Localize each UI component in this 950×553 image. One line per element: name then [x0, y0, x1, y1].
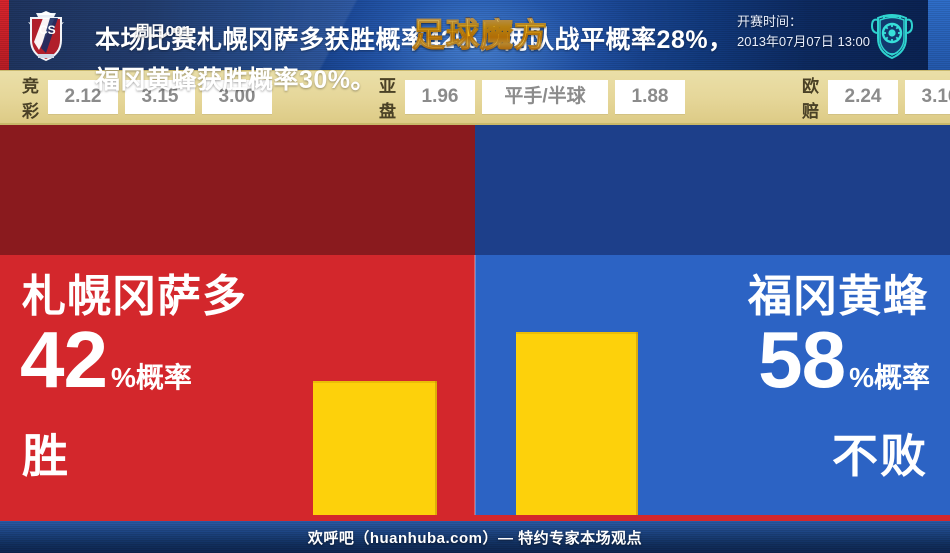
odds-group-oupei: 欧赔 2.24 3.16 2.96	[802, 72, 950, 122]
home-team-panel: 札幌冈萨多 42 %概率 胜	[0, 255, 475, 515]
odds-group-yapan: 亚盘 1.96 平手/半球 1.88	[379, 72, 692, 122]
odds-value-home[interactable]: 2.12	[48, 80, 118, 114]
footer-bar: 欢呼吧（huanhuba.com）— 特约专家本场观点	[0, 521, 950, 553]
handicap-value-away[interactable]: 1.88	[615, 80, 685, 114]
odds-group-label: 欧赔	[802, 77, 820, 121]
odds-group-jingcai: 竞彩 2.12 3.15 3.00	[22, 72, 279, 122]
kickoff-value: 2013年07月07日 13:00	[737, 34, 870, 49]
panel-divider	[474, 255, 476, 515]
footer-red-strip	[0, 515, 950, 521]
home-probability-suffix: %概率	[110, 362, 192, 393]
header-bar: CS 周日001 足球魔方 开赛时间： 2013年07月07日 13:00	[0, 0, 950, 70]
away-verdict: 不败	[832, 430, 928, 482]
footer-credit: 欢呼吧（huanhuba.com）— 特约专家本场观点	[307, 529, 643, 547]
match-number: 周日001	[135, 23, 193, 40]
handicap-line[interactable]: 平手/半球	[482, 80, 608, 114]
probability-chart: 札幌冈萨多 42 %概率 胜 福冈黄蜂 58 %概率 不败	[0, 255, 950, 515]
kickoff-label: 开赛时间：	[737, 14, 803, 29]
odds-group-label: 竞彩	[22, 77, 40, 121]
away-team-name: 福冈黄蜂	[748, 272, 928, 321]
header-right-blue-strip	[928, 0, 950, 70]
odds-value-draw[interactable]: 3.15	[125, 80, 195, 114]
away-probability-suffix: %概率	[849, 362, 930, 393]
svg-text:CS: CS	[39, 23, 56, 37]
home-verdict: 胜	[22, 430, 70, 482]
statement-band-left-half	[0, 125, 475, 255]
probability-statement-line2: 福冈黄蜂获胜概率30%。	[95, 66, 377, 94]
euro-odds-draw[interactable]: 3.16	[905, 80, 950, 114]
away-probability-number: 58	[758, 315, 846, 404]
away-probability-bar	[516, 332, 638, 515]
odds-value-away[interactable]: 3.00	[202, 80, 272, 114]
brand-logo: 足球魔方	[400, 10, 560, 58]
away-probability: 58 %概率	[758, 315, 930, 404]
avispa-fukuoka-crest-icon	[864, 8, 920, 62]
consadole-sapporo-crest-icon: CS	[18, 8, 74, 62]
home-team-name: 札幌冈萨多	[22, 272, 247, 321]
statement-band-right-half	[475, 125, 950, 255]
statement-band	[0, 125, 950, 255]
home-probability-number: 42	[20, 315, 108, 404]
odds-bar: 竞彩 2.12 3.15 3.00 亚盘 1.96 平手/半球 1.88 欧赔 …	[0, 70, 950, 125]
probability-statement: 本场比赛札幌冈萨多获胜概率42%，两队战平概率28%， 福冈黄蜂获胜概率30%。	[95, 20, 885, 100]
euro-odds-home[interactable]: 2.24	[828, 80, 898, 114]
probability-statement-line1: 本场比赛札幌冈萨多获胜概率42%，两队战平概率28%，	[95, 20, 885, 60]
away-team-panel: 福冈黄蜂 58 %概率 不败	[475, 255, 950, 515]
home-probability-bar	[313, 381, 437, 515]
brand-logo-text: 足球魔方	[412, 15, 548, 53]
header-left-red-strip	[0, 0, 9, 70]
kickoff-time-block: 开赛时间： 2013年07月07日 13:00	[737, 12, 870, 52]
home-probability: 42 %概率	[20, 315, 192, 404]
odds-group-label: 亚盘	[379, 77, 397, 121]
handicap-value-home[interactable]: 1.96	[405, 80, 475, 114]
